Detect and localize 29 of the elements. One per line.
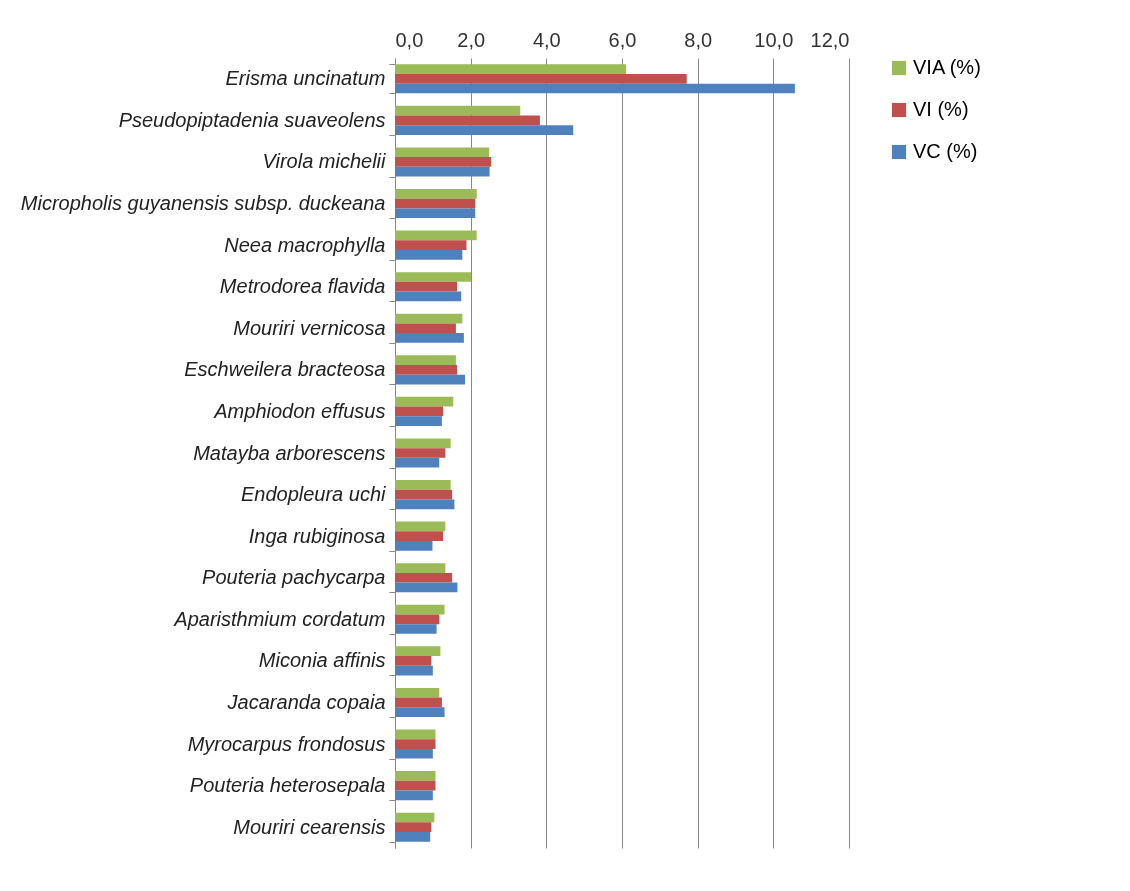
legend-label: VI (%) <box>913 98 969 120</box>
y-tick-label: Eschweilera bracteosa <box>184 358 386 381</box>
y-tick-label: Mouriri cearensis <box>233 815 386 838</box>
y-tick-label: Pouteria pachycarpa <box>202 566 386 589</box>
y-tick-label: Metrodorea flavida <box>219 275 386 298</box>
y-tick-label: Jacaranda copaia <box>226 690 386 713</box>
y-tick-label: Inga rubiginosa <box>248 524 386 547</box>
y-tick-label: Erisma uncinatum <box>225 67 386 90</box>
x-tick-label: 10,0 <box>754 28 794 51</box>
legend-label: VIA (%) <box>913 56 981 78</box>
x-tick-label: 12,0 <box>810 28 850 51</box>
y-tick-label: Micropholis guyanensis subsp. duckeana <box>20 192 386 215</box>
y-tick-label: Pseudopiptadenia suaveolens <box>118 108 386 131</box>
y-tick-label: Amphiodon effusus <box>213 399 386 422</box>
y-tick-label: Neea macrophylla <box>224 233 386 256</box>
x-tick-label: 2,0 <box>457 28 486 51</box>
y-tick-label: Aparisthmium cordatum <box>173 607 386 630</box>
y-tick-label: Mouriri vernicosa <box>233 316 386 339</box>
x-tick-label: 4,0 <box>532 28 561 51</box>
x-tick-label: 0,0 <box>395 28 424 51</box>
y-tick-label: Miconia affinis <box>258 649 386 672</box>
y-tick-label: Pouteria heterosepala <box>189 774 386 797</box>
y-tick-label: Matayba arborescens <box>193 441 386 464</box>
legend-label: VC (%) <box>913 140 978 162</box>
x-tick-label: 6,0 <box>608 28 637 51</box>
y-tick-label: Endopleura uchi <box>240 483 387 506</box>
y-tick-label: Virola michelii <box>262 150 387 173</box>
x-tick-label: 8,0 <box>684 28 713 51</box>
y-tick-label: Myrocarpus frondosus <box>187 732 386 755</box>
